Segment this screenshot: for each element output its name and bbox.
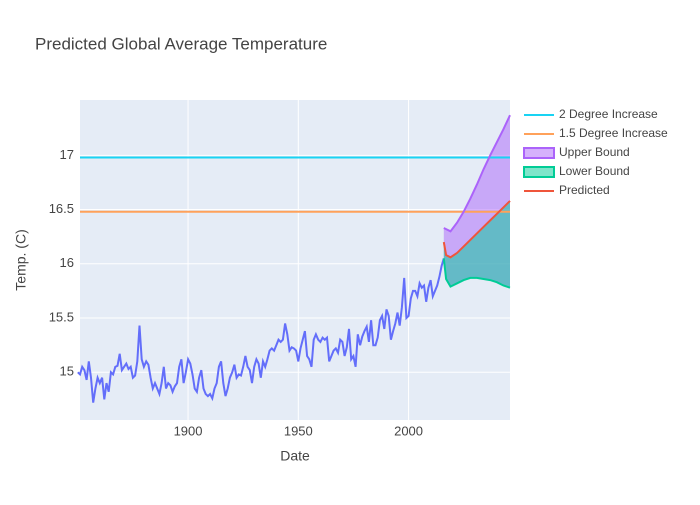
legend-swatch	[523, 166, 555, 178]
x-tick-label: 1900	[174, 423, 203, 438]
series-line	[442, 258, 511, 289]
plot-area	[80, 100, 510, 420]
chart-title: Predicted Global Average Temperature	[35, 34, 327, 53]
legend-label: 2 Degree Increase	[559, 107, 658, 121]
y-tick-label: 16	[60, 255, 74, 270]
legend-label: Lower Bound	[559, 164, 630, 178]
legend-swatch	[523, 147, 555, 159]
legend-label: Upper Bound	[559, 145, 630, 159]
band-fill	[443, 200, 510, 288]
x-tick-label: 1950	[284, 423, 313, 438]
series-line	[442, 200, 511, 259]
x-axis-title: Date	[280, 448, 310, 464]
y-tick-label: 16.5	[49, 201, 74, 216]
y-tick-label: 17	[60, 147, 74, 162]
legend-label: Predicted	[559, 183, 610, 197]
x-tick-label: 2000	[394, 423, 423, 438]
series-line	[77, 258, 445, 403]
y-tick-label: 15	[60, 364, 74, 379]
legend-label: 1.5 Degree Increase	[559, 126, 668, 140]
y-tick-label: 15.5	[49, 309, 74, 324]
series-line	[443, 114, 511, 233]
y-axis-title: Temp. (C)	[13, 229, 29, 290]
